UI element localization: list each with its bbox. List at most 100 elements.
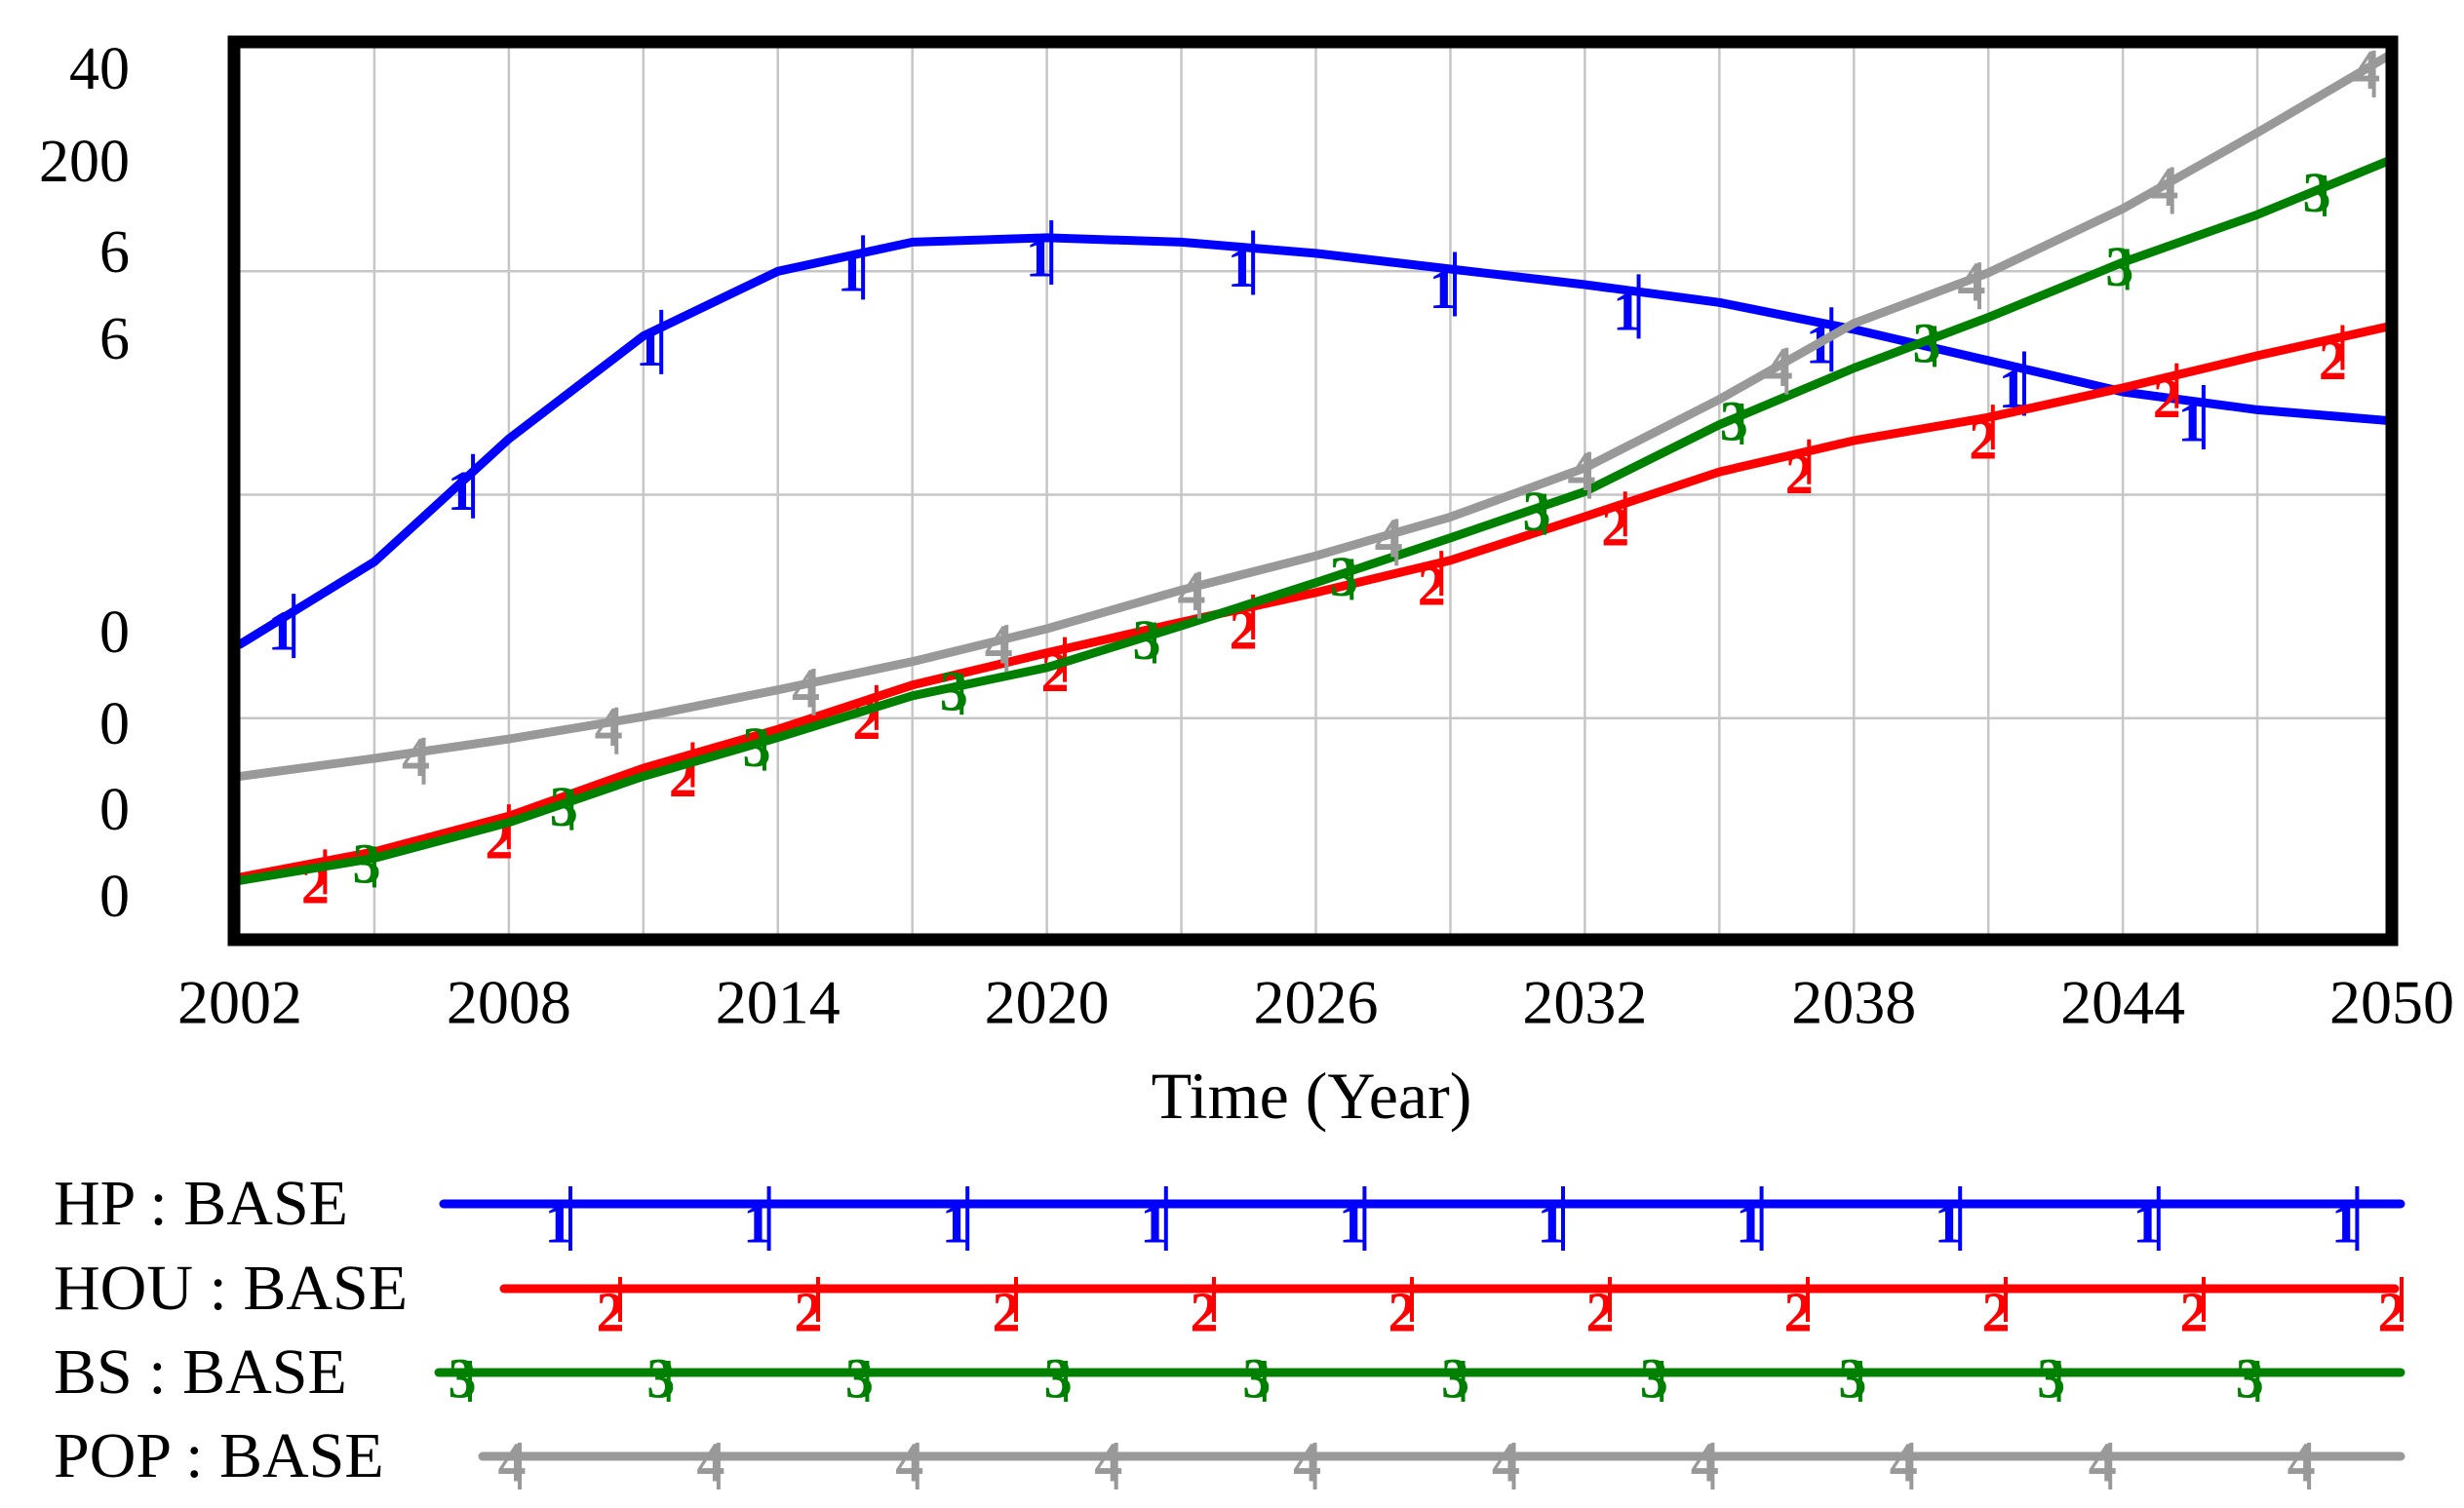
legend-marker-digit-2: 2	[993, 1280, 1021, 1343]
series-marker-digit-1: 1	[448, 459, 476, 522]
legend-label-hp: HP : BASE	[54, 1168, 348, 1239]
legend-marker-digit-4: 4	[1691, 1430, 1719, 1493]
series-marker-digit-3: 3	[1132, 608, 1160, 672]
legend-marker-digit-3: 3	[449, 1346, 477, 1410]
series-line-4	[235, 49, 2397, 781]
legend-marker-digit-1: 1	[1538, 1191, 1566, 1255]
x-axis-tick-label: 2026	[1254, 968, 1379, 1037]
legend-marker-digit-3: 3	[1242, 1346, 1271, 1410]
series-marker-digit-2: 2	[1418, 554, 1446, 617]
legend-marker-digit-1: 1	[2331, 1191, 2360, 1255]
series-marker-digit-1: 1	[2177, 390, 2206, 453]
legend-marker-digit-2: 2	[1982, 1280, 2011, 1343]
series-marker-digit-3: 3	[940, 659, 968, 722]
plot-border	[227, 35, 2399, 947]
legend-marker-digit-3: 3	[2037, 1346, 2065, 1410]
legend-marker-digit-4: 4	[498, 1430, 527, 1493]
legend-label-bs: BS : BASE	[54, 1336, 347, 1408]
series-marker-digit-1: 1	[1026, 225, 1054, 289]
y-axis-zero-label: 0	[99, 777, 130, 843]
series-marker-digit-4: 4	[1177, 560, 1205, 623]
legend-marker-digit-4: 4	[2089, 1430, 2117, 1493]
series-marker-digit-1: 1	[636, 315, 664, 378]
series-marker-digit-3: 3	[352, 832, 380, 896]
legend-marker-digit-3: 3	[2236, 1346, 2264, 1410]
x-axis-tick-label: 2044	[2060, 968, 2185, 1037]
series-marker-digit-4: 4	[2150, 155, 2178, 218]
x-axis-title: Time (Year)	[1151, 1059, 1472, 1133]
series-marker-digit-2: 2	[1601, 495, 1629, 559]
series-marker-digit-4: 4	[1567, 440, 1595, 503]
legend-marker-digit-1: 1	[1736, 1191, 1764, 1255]
legend-label-pop: POP : BASE	[54, 1420, 384, 1491]
series-marker-digit-2: 2	[2319, 329, 2347, 392]
series-marker-digit-3: 3	[2105, 235, 2133, 298]
legend-marker-digit-2: 2	[1191, 1280, 1219, 1343]
legend-marker-digit-4: 4	[2288, 1430, 2316, 1493]
series-marker-digit-4: 4	[1957, 251, 1985, 314]
series-marker-digit-1: 1	[838, 241, 866, 304]
legend-label-hou: HOU : BASE	[54, 1253, 409, 1324]
x-axis-tick-label: 2002	[177, 968, 302, 1037]
series-marker-digit-3: 3	[1913, 312, 1941, 375]
legend-marker-digit-1: 1	[1935, 1191, 1963, 1255]
legend-marker-digit-2: 2	[795, 1280, 823, 1343]
legend-marker-digit-4: 4	[1293, 1430, 1321, 1493]
series-marker-digit-4: 4	[402, 725, 430, 789]
legend-marker-digit-3: 3	[1441, 1346, 1469, 1410]
x-axis-tick-label: 2038	[1791, 968, 1916, 1037]
legend-marker-digit-1: 1	[2132, 1191, 2161, 1255]
legend-marker-digit-1: 1	[942, 1191, 970, 1255]
legend-marker-digit-1: 1	[1140, 1191, 1168, 1255]
legend-marker-digit-2: 2	[597, 1280, 625, 1343]
legend-marker-digit-1: 1	[743, 1191, 771, 1255]
y-axis-top-label: 6	[99, 219, 130, 286]
series-marker-digit-2: 2	[1785, 443, 1814, 506]
x-axis-tick-label: 2032	[1522, 968, 1647, 1037]
legend-marker-digit-3: 3	[646, 1346, 675, 1410]
legend-marker-digit-4: 4	[1094, 1430, 1122, 1493]
series-marker-digit-2: 2	[1969, 407, 1997, 471]
series-marker-digit-3: 3	[550, 775, 578, 838]
legend-marker-digit-3: 3	[845, 1346, 874, 1410]
series-marker-digit-3: 3	[1330, 545, 1358, 608]
legend-marker-digit-1: 1	[1339, 1191, 1367, 1255]
series-marker-digit-1: 1	[1429, 257, 1458, 321]
y-axis-zero-label: 0	[99, 691, 130, 757]
series-marker-digit-1: 1	[1613, 280, 1641, 343]
series-marker-digit-4: 4	[1765, 335, 1793, 399]
series-marker-digit-1: 1	[268, 599, 296, 662]
legend-marker-digit-4: 4	[1492, 1430, 1520, 1493]
legend-marker-digit-2: 2	[1784, 1280, 1813, 1343]
legend-marker-digit-2: 2	[2378, 1280, 2406, 1343]
y-axis-top-label: 6	[99, 306, 130, 372]
legend-marker-digit-4: 4	[696, 1430, 724, 1493]
legend-marker-digit-1: 1	[545, 1191, 573, 1255]
x-axis-tick-label: 2050	[2329, 968, 2454, 1037]
legend-marker-digit-3: 3	[1044, 1346, 1073, 1410]
series-marker-digit-4: 4	[595, 695, 623, 758]
y-axis-top-label: 200	[39, 129, 130, 195]
legend-marker-digit-2: 2	[2180, 1280, 2209, 1343]
series-line-2	[235, 321, 2397, 882]
y-axis-zero-label: 0	[99, 599, 130, 666]
x-axis-tick-label: 2008	[447, 968, 571, 1037]
series-marker-digit-1: 1	[1228, 236, 1256, 299]
x-axis-tick-label: 2014	[716, 968, 841, 1037]
series-marker-digit-4: 4	[792, 656, 820, 719]
series-line-3	[235, 155, 2397, 885]
series-marker-digit-4: 4	[1375, 507, 1403, 570]
series-marker-digit-2: 2	[2153, 367, 2181, 430]
legend-marker-digit-2: 2	[1586, 1280, 1615, 1343]
y-axis-top-label: 40	[69, 36, 130, 102]
series-marker-digit-4: 4	[985, 612, 1013, 676]
series-marker-digit-3: 3	[742, 715, 770, 779]
legend-marker-digit-3: 3	[1838, 1346, 1866, 1410]
series-line-1	[235, 233, 2397, 649]
legend-marker-digit-3: 3	[1640, 1346, 1668, 1410]
series-marker-digit-4: 4	[2352, 38, 2380, 101]
legend-marker-digit-2: 2	[1388, 1280, 1417, 1343]
series-marker-digit-3: 3	[2303, 161, 2331, 224]
